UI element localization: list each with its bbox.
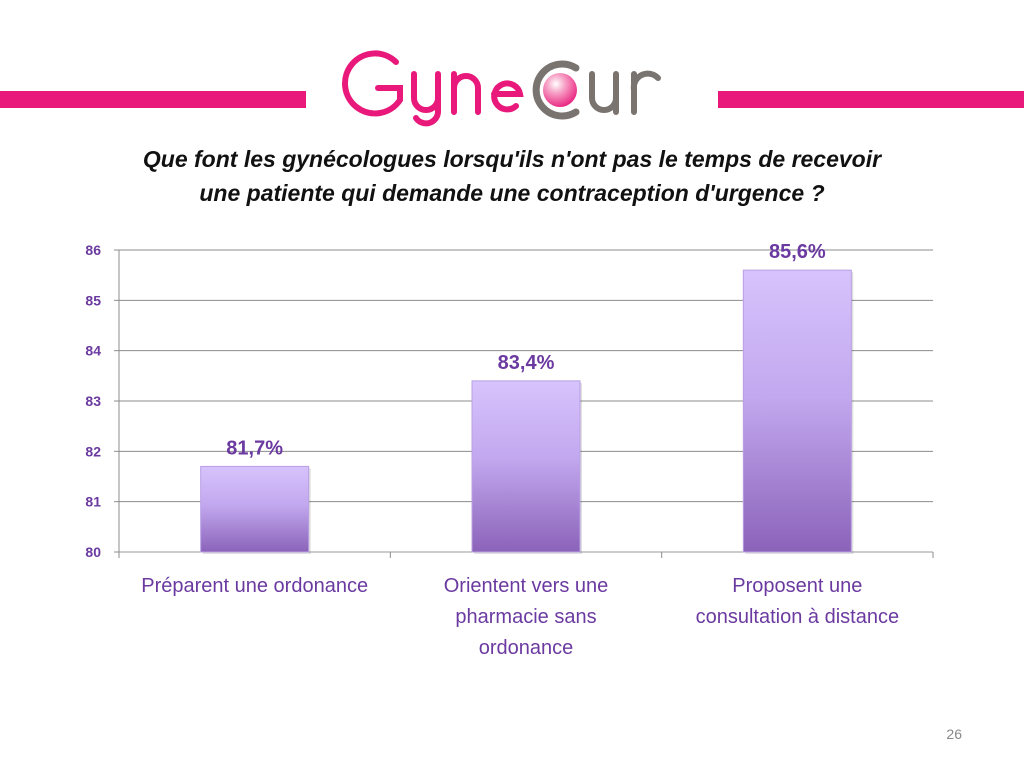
y-tick-label: 83 <box>85 393 101 409</box>
y-tick-label: 80 <box>85 544 101 560</box>
page-number: 26 <box>946 726 962 742</box>
gynecur-logo <box>342 50 661 127</box>
y-tick-label: 84 <box>85 343 101 359</box>
bar <box>471 380 581 553</box>
bar <box>200 465 310 553</box>
header-band-right <box>718 91 1024 108</box>
data-label: 81,7% <box>226 437 283 459</box>
chart-title: Que font les gynécologues lorsqu'ils n'o… <box>40 142 984 210</box>
chart-title-line-2: une patiente qui demande une contracepti… <box>199 180 825 206</box>
y-tick-label: 81 <box>85 494 101 510</box>
data-label: 83,4% <box>498 352 555 374</box>
bar <box>742 269 852 553</box>
y-tick-label: 82 <box>85 443 101 459</box>
chart-title-line-1: Que font les gynécologues lorsqu'ils n'o… <box>142 146 882 172</box>
x-category-label: pharmacie sans <box>455 606 596 628</box>
x-category-label: Proposent une <box>732 575 862 597</box>
header-band-left <box>0 91 306 108</box>
x-category-label: Préparent une ordonance <box>141 575 368 597</box>
y-tick-label: 85 <box>85 292 101 308</box>
x-category-label: consultation à distance <box>696 606 899 628</box>
data-label: 85,6% <box>769 241 826 263</box>
x-category-label: Orientent vers une <box>444 575 609 597</box>
y-tick-label: 86 <box>85 242 101 258</box>
x-category-label: ordonance <box>479 637 574 659</box>
